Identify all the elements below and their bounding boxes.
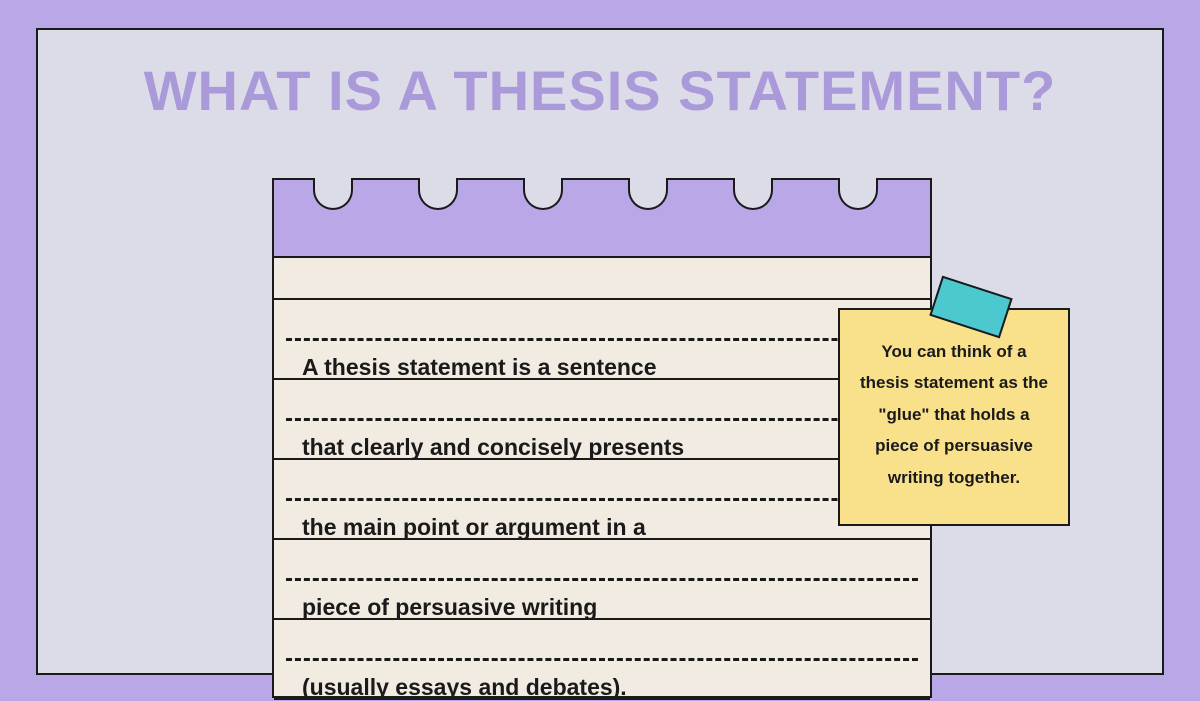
body-line-5: (usually essays and debates).: [302, 674, 627, 701]
body-line-2: that clearly and concisely presents: [302, 434, 684, 461]
binding-hole: [733, 178, 773, 210]
page-title: WHAT IS A THESIS STATEMENT?: [38, 58, 1162, 123]
notepad: A thesis statement is a sentence that cl…: [272, 178, 932, 698]
rule-dashed: [286, 498, 918, 501]
body-line-4: piece of persuasive writing: [302, 594, 597, 621]
binding-hole: [838, 178, 878, 210]
rule-dashed: [286, 578, 918, 581]
rule-dashed: [286, 418, 918, 421]
sticky-note: You can think of a thesis statement as t…: [838, 308, 1070, 526]
rule-dashed: [286, 338, 918, 341]
sticky-note-text: You can think of a thesis statement as t…: [858, 336, 1050, 493]
rule-line: [274, 298, 930, 300]
binding-hole: [523, 178, 563, 210]
body-line-3: the main point or argument in a: [302, 514, 646, 541]
rule-dashed: [286, 658, 918, 661]
binding-hole: [313, 178, 353, 210]
binding-hole: [418, 178, 458, 210]
inner-frame: WHAT IS A THESIS STATEMENT? A thesis sta…: [36, 28, 1164, 675]
tape-icon: [929, 276, 1012, 339]
body-line-1: A thesis statement is a sentence: [302, 354, 657, 381]
notepad-header: [272, 178, 932, 256]
notepad-body: A thesis statement is a sentence that cl…: [272, 256, 932, 698]
binding-hole: [628, 178, 668, 210]
